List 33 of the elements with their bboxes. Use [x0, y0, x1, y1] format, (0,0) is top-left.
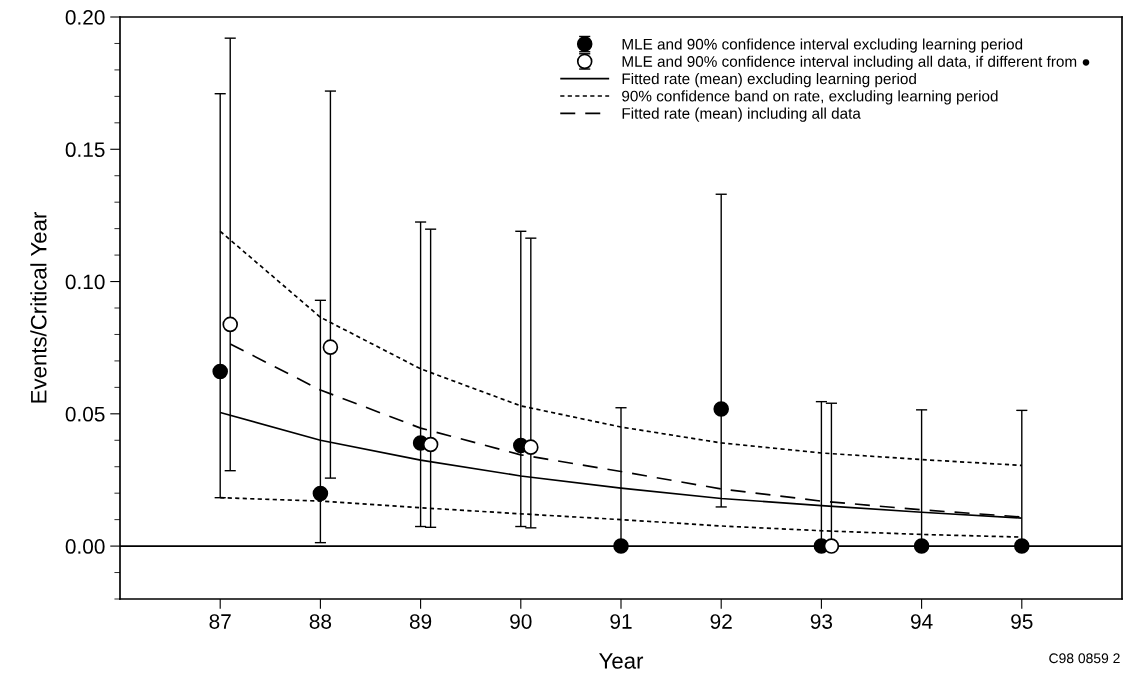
- x-tick-label: 94: [910, 614, 933, 629]
- legend-label: MLE and 90% confidence interval excluding learning period: [622, 38, 1023, 53]
- x-tick-label: 95: [1011, 614, 1033, 629]
- legend-label: 90% confidence band on rate, excluding learning period: [622, 90, 998, 105]
- x-tick-label: 92: [710, 614, 732, 629]
- point: [212, 363, 228, 380]
- point: [312, 485, 329, 502]
- text: C98 0859 2: [1049, 653, 1120, 664]
- legend-label: MLE and 90% confidence interval including all data, if different from ●: [622, 55, 1090, 70]
- y-tick-label: 0.10: [65, 274, 105, 290]
- legend-label: Fitted rate (mean) excluding learning period: [622, 72, 916, 88]
- point: [322, 339, 339, 355]
- point: [523, 439, 539, 455]
- point: [613, 538, 629, 554]
- y-tick-label: 0.05: [65, 406, 105, 422]
- x-tick-label: 91: [610, 614, 632, 629]
- point: [823, 538, 840, 554]
- point: [713, 401, 729, 417]
- y-tick-label: 0.20: [65, 10, 105, 25]
- x-tick-label: 88: [309, 614, 332, 629]
- x-tick-label: 89: [409, 614, 432, 629]
- legend-label: Fitted rate (mean) including all data: [622, 107, 861, 122]
- x-axis-title: Year: [599, 653, 644, 669]
- point: [222, 316, 238, 333]
- x-tick-label: 90: [510, 614, 532, 629]
- x-tick-label: 93: [810, 614, 833, 629]
- x-tick-label: 87: [209, 614, 231, 629]
- point: [1014, 538, 1030, 554]
- y-tick-label: 0.15: [65, 142, 105, 158]
- point: [422, 436, 439, 453]
- point: [913, 538, 930, 554]
- y-axis-title: Events/Critical Year: [30, 212, 47, 403]
- y-tick-label: 0.00: [65, 539, 105, 554]
